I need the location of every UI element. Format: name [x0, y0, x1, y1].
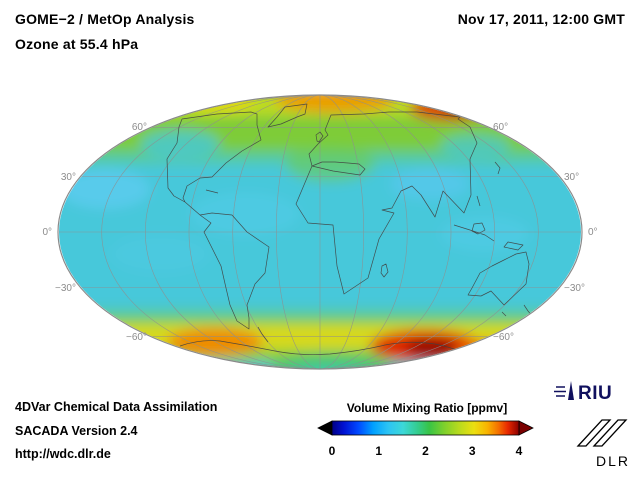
riu-logo-text: RIU [578, 383, 612, 404]
lat-label-right-30: 30° [564, 172, 579, 183]
ozone-map: 60° 30° 0° −30° −60° 60° 30° 0° −30° −60… [42, 94, 598, 370]
colorbar-tick-3: 3 [469, 444, 476, 458]
colorbar-tick-4: 4 [516, 444, 523, 458]
colorbar-tick-2: 2 [422, 444, 429, 458]
lat-label-right-0: 0° [588, 227, 598, 238]
lat-label-left-0: 0° [42, 227, 52, 238]
colorbar-left-arrow [317, 420, 333, 436]
lat-label-right-m60: −60° [493, 332, 514, 343]
riu-antenna-icon [568, 381, 574, 400]
lat-label-left-m30: −30° [55, 283, 76, 294]
lat-label-left-m60: −60° [126, 332, 147, 343]
colorbar: 0 1 2 3 4 [317, 420, 534, 458]
url-label: http://wdc.dlr.de [15, 447, 111, 461]
dlr-wing-icon [576, 419, 612, 447]
assimilation-label: 4DVar Chemical Data Assimilation [15, 400, 218, 414]
graticule [59, 95, 581, 369]
page-title: GOME−2 / MetOp Analysis [15, 11, 195, 27]
dlr-logo-text: DLR [596, 453, 630, 469]
colorbar-right-arrow [518, 420, 534, 436]
page-subtitle: Ozone at 55.4 hPa [15, 36, 139, 52]
lat-label-left-30: 30° [61, 172, 76, 183]
colorbar-title: Volume Mixing Ratio [ppmv] [346, 401, 508, 415]
version-label: SACADA Version 2.4 [15, 424, 138, 438]
colorbar-tick-1: 1 [375, 444, 382, 458]
coastlines [166, 103, 534, 355]
dlr-wing2-icon [592, 419, 628, 447]
dlr-logo: DLR [576, 419, 630, 469]
map-boundary [57, 94, 583, 370]
lat-label-right-m30: −30° [564, 283, 585, 294]
riu-logo: RIU [554, 381, 612, 404]
lat-label-left-60: 60° [132, 122, 147, 133]
riu-waves-icon [554, 386, 566, 397]
lat-label-right-60: 60° [493, 122, 508, 133]
colorbar-gradient-bar [331, 420, 520, 436]
colorbar-tick-0: 0 [329, 444, 336, 458]
datetime-label: Nov 17, 2011, 12:00 GMT [457, 11, 625, 27]
